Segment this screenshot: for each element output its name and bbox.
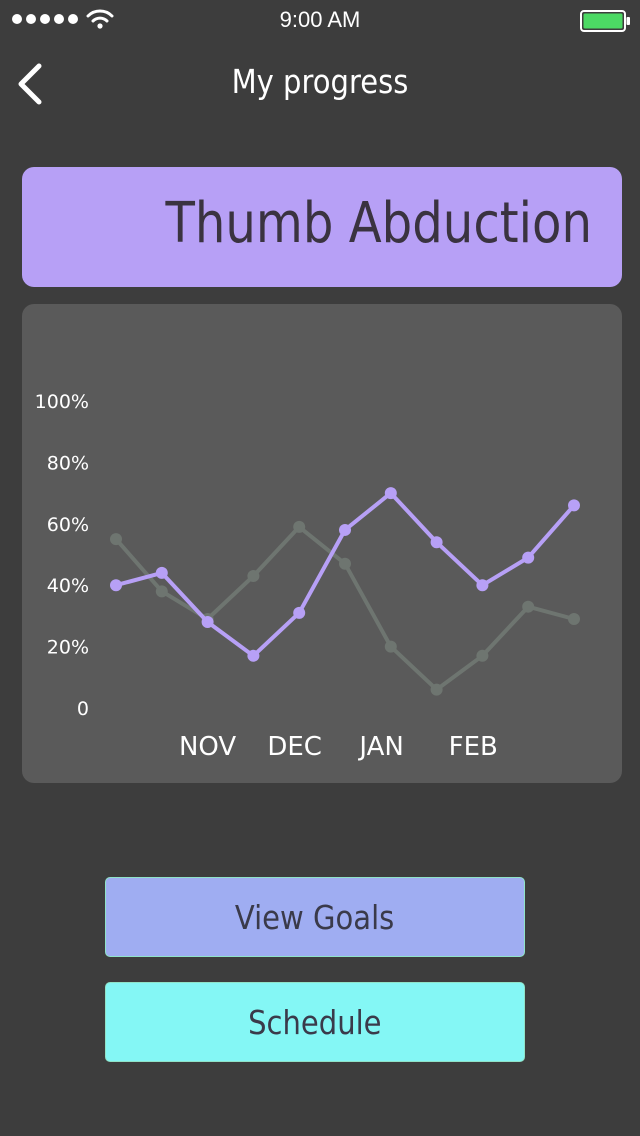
schedule-label: Schedule: [248, 1002, 382, 1042]
wifi-icon: [86, 9, 114, 29]
y-tick-label: 20%: [47, 637, 89, 659]
view-goals-label: View Goals: [235, 897, 395, 937]
signal-strength-icon: [12, 14, 78, 24]
status-bar: 9:00 AM: [0, 0, 640, 40]
y-tick-label: 0: [77, 698, 89, 720]
data-point: [430, 683, 443, 696]
signal-dot: [26, 14, 36, 24]
signal-dot: [54, 14, 64, 24]
x-tick-label: JAN: [357, 732, 403, 762]
data-point: [339, 523, 351, 536]
data-point: [110, 533, 122, 546]
schedule-button[interactable]: Schedule: [105, 982, 525, 1062]
signal-dot: [12, 14, 22, 24]
chevron-left-icon: [18, 63, 42, 105]
data-point: [476, 649, 489, 662]
data-point: [568, 612, 580, 625]
data-point: [293, 606, 306, 619]
y-tick-label: 40%: [47, 575, 89, 597]
y-tick-label: 80%: [47, 452, 89, 474]
data-point: [522, 600, 535, 613]
signal-dot: [68, 14, 78, 24]
y-tick-label: 100%: [35, 391, 89, 413]
data-point: [247, 649, 260, 662]
data-point: [430, 536, 443, 549]
data-point: [522, 551, 535, 564]
status-time: 9:00 AM: [279, 7, 361, 32]
exercise-title: Thumb Abduction: [165, 191, 592, 256]
progress-line-chart: 100% 80% 60% 40% 20% 0 NOV DEC JAN FEB: [35, 391, 580, 762]
data-point: [110, 579, 122, 592]
view-goals-button[interactable]: View Goals: [105, 877, 525, 957]
data-point: [201, 616, 214, 629]
data-point: [384, 487, 397, 500]
signal-dot: [40, 14, 50, 24]
data-point: [568, 499, 580, 512]
battery-icon: [580, 10, 630, 32]
nav-bar: My progress: [0, 52, 640, 116]
exercise-banner: Thumb Abduction: [22, 167, 622, 287]
data-point: [293, 520, 306, 533]
back-button[interactable]: [8, 58, 52, 110]
data-point: [155, 566, 168, 579]
data-point: [155, 585, 168, 598]
data-point: [247, 569, 260, 582]
x-tick-label: NOV: [179, 732, 236, 762]
data-point: [339, 557, 351, 570]
series-line: [114, 524, 576, 692]
x-tick-label: FEB: [449, 732, 498, 762]
progress-chart-card: 100% 80% 60% 40% 20% 0 NOV DEC JAN FEB: [22, 304, 622, 783]
x-tick-label: DEC: [267, 732, 322, 762]
data-point: [384, 640, 397, 653]
page-title: My progress: [231, 62, 409, 101]
y-tick-label: 60%: [47, 514, 89, 536]
data-point: [476, 579, 489, 592]
